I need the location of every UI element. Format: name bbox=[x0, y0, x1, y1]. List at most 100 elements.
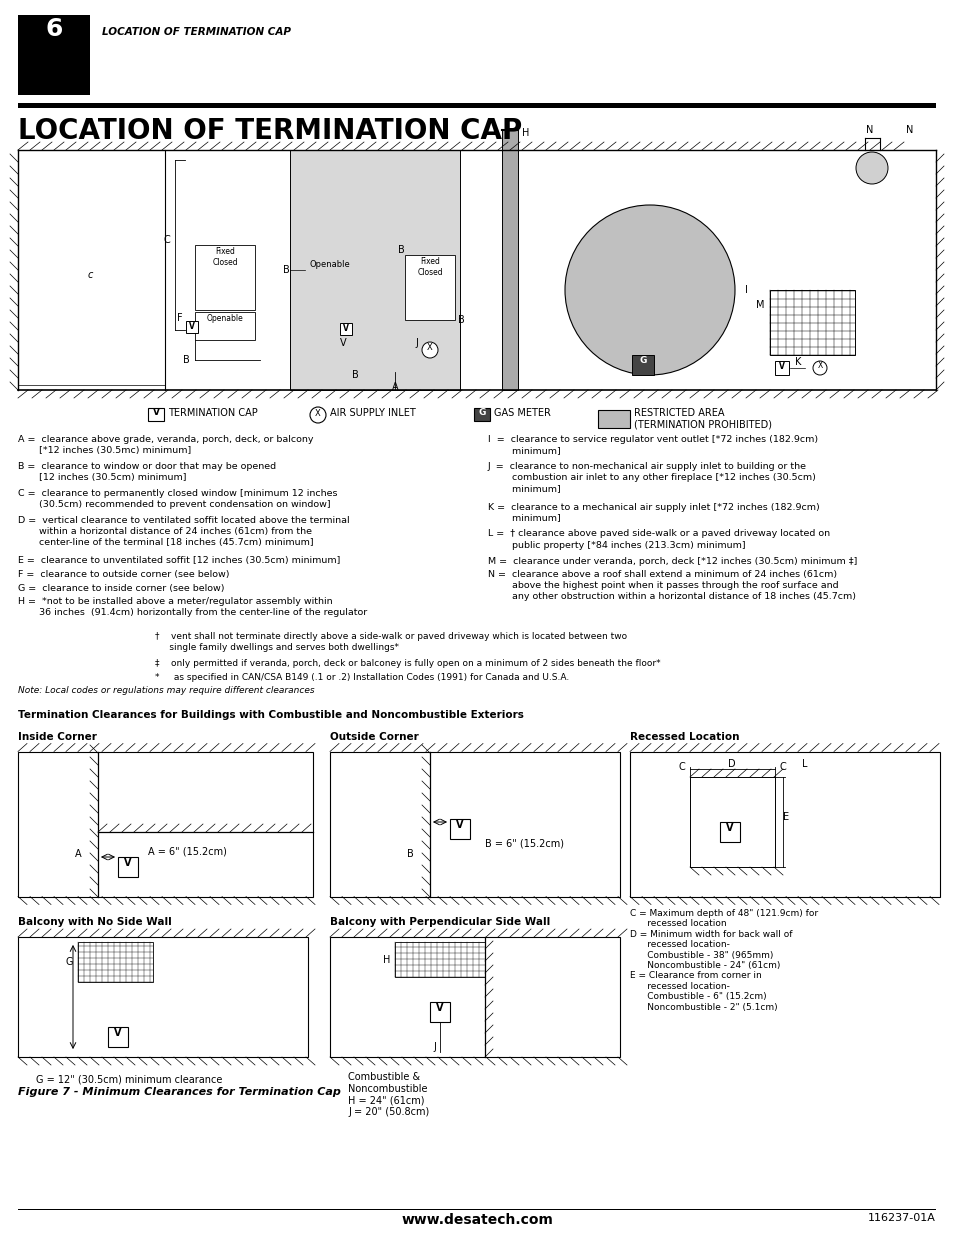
Text: C =  clearance to permanently closed window [minimum 12 inches: C = clearance to permanently closed wind… bbox=[18, 489, 337, 498]
Text: G: G bbox=[66, 957, 73, 967]
Text: X: X bbox=[314, 409, 320, 417]
Text: GAS METER: GAS METER bbox=[494, 408, 550, 417]
Bar bbox=[450, 819, 470, 839]
Text: www.desatech.com: www.desatech.com bbox=[400, 1213, 553, 1228]
Text: Note: Local codes or regulations may require different clearances: Note: Local codes or regulations may req… bbox=[18, 685, 314, 695]
Text: Closed: Closed bbox=[416, 268, 442, 277]
Text: public property [*84 inches (213.3cm) minimum]: public property [*84 inches (213.3cm) mi… bbox=[488, 541, 745, 550]
Text: Balcony with Perpendicular Side Wall: Balcony with Perpendicular Side Wall bbox=[330, 918, 550, 927]
Bar bbox=[774, 361, 788, 375]
Text: G: G bbox=[477, 408, 485, 417]
Text: X: X bbox=[427, 343, 433, 352]
Text: 116237-01A: 116237-01A bbox=[867, 1213, 935, 1223]
Text: V: V bbox=[436, 1003, 443, 1013]
Text: center-line of the terminal [18 inches (45.7cm) minimum]: center-line of the terminal [18 inches (… bbox=[18, 538, 314, 547]
Text: ‡    only permitted if veranda, porch, deck or balconey is fully open on a minim: ‡ only permitted if veranda, porch, deck… bbox=[154, 659, 659, 668]
Text: (30.5cm) recommended to prevent condensation on window]: (30.5cm) recommended to prevent condensa… bbox=[18, 500, 331, 509]
Text: G =  clearance to inside corner (see below): G = clearance to inside corner (see belo… bbox=[18, 583, 224, 593]
Text: single family dwellings and serves both dwellings*: single family dwellings and serves both … bbox=[154, 643, 398, 652]
Text: Termination Clearances for Buildings with Combustible and Noncombustible Exterio: Termination Clearances for Buildings wit… bbox=[18, 709, 523, 720]
Text: LOCATION OF TERMINATION CAP: LOCATION OF TERMINATION CAP bbox=[102, 27, 291, 37]
Bar bbox=[598, 410, 629, 429]
Text: C: C bbox=[163, 235, 170, 245]
Circle shape bbox=[564, 205, 734, 375]
Bar bbox=[330, 937, 619, 1057]
Bar bbox=[18, 103, 935, 107]
Text: E: E bbox=[782, 811, 788, 823]
Text: V: V bbox=[725, 823, 733, 832]
Text: V: V bbox=[456, 820, 463, 830]
Text: Inside Corner: Inside Corner bbox=[18, 731, 97, 741]
Text: A: A bbox=[392, 382, 398, 391]
Text: A = 6" (15.2cm): A = 6" (15.2cm) bbox=[148, 847, 227, 857]
Text: within a horizontal distance of 24 inches (61cm) from the: within a horizontal distance of 24 inche… bbox=[18, 527, 312, 536]
Text: combustion air inlet to any other fireplace [*12 inches (30.5cm): combustion air inlet to any other firepl… bbox=[488, 473, 815, 482]
Text: TERMINATION CAP: TERMINATION CAP bbox=[168, 408, 257, 417]
Bar bbox=[148, 408, 164, 421]
Text: L: L bbox=[801, 760, 807, 769]
Text: LOCATION OF TERMINATION CAP: LOCATION OF TERMINATION CAP bbox=[18, 117, 521, 144]
Text: G: G bbox=[639, 356, 646, 366]
Text: V: V bbox=[779, 362, 784, 370]
Bar bbox=[330, 752, 619, 897]
Text: [12 inches (30.5cm) minimum]: [12 inches (30.5cm) minimum] bbox=[18, 473, 186, 482]
Bar bbox=[78, 942, 152, 982]
Circle shape bbox=[421, 342, 437, 358]
Bar bbox=[474, 408, 490, 421]
Text: B: B bbox=[283, 266, 290, 275]
Text: *     as specified in CAN/CSA B149 (.1 or .2) Installation Codes (1991) for Cana: * as specified in CAN/CSA B149 (.1 or .2… bbox=[154, 673, 569, 682]
Text: Outside Corner: Outside Corner bbox=[330, 731, 418, 741]
Text: C = Maximum depth of 48" (121.9cm) for
      recessed location
D = Minimum width: C = Maximum depth of 48" (121.9cm) for r… bbox=[629, 909, 818, 1011]
Bar bbox=[18, 1209, 935, 1210]
Text: D: D bbox=[727, 760, 735, 769]
Text: Recessed Location: Recessed Location bbox=[629, 731, 739, 741]
Bar bbox=[689, 777, 774, 867]
Text: H: H bbox=[382, 955, 390, 965]
Text: B: B bbox=[406, 848, 413, 860]
Circle shape bbox=[855, 152, 887, 184]
Text: K =  clearance to a mechanical air supply inlet [*72 inches (182.9cm): K = clearance to a mechanical air supply… bbox=[488, 503, 819, 511]
Text: V: V bbox=[124, 858, 132, 868]
Text: 6: 6 bbox=[45, 17, 63, 41]
Text: RESTRICTED AREA
(TERMINATION PROHIBITED): RESTRICTED AREA (TERMINATION PROHIBITED) bbox=[634, 408, 771, 430]
Text: F =  clearance to outside corner (see below): F = clearance to outside corner (see bel… bbox=[18, 571, 230, 579]
Bar bbox=[18, 15, 90, 95]
Circle shape bbox=[310, 408, 326, 424]
Bar bbox=[108, 1028, 128, 1047]
Bar bbox=[18, 752, 313, 897]
Text: A =  clearance above grade, veranda, porch, deck, or balcony: A = clearance above grade, veranda, porc… bbox=[18, 435, 314, 445]
Text: J: J bbox=[415, 338, 417, 348]
Text: H =  *not to be installed above a meter/regulator assembly within: H = *not to be installed above a meter/r… bbox=[18, 597, 333, 606]
Text: C: C bbox=[678, 762, 684, 772]
Bar bbox=[720, 823, 740, 842]
Text: †    vent shall not terminate directly above a side-walk or paved driveway which: † vent shall not terminate directly abov… bbox=[154, 632, 626, 641]
Text: B =  clearance to window or door that may be opened: B = clearance to window or door that may… bbox=[18, 462, 275, 471]
Text: F: F bbox=[177, 312, 183, 324]
Bar bbox=[290, 149, 459, 390]
Text: any other obstruction within a horizontal distance of 18 inches (45.7cm): any other obstruction within a horizonta… bbox=[488, 592, 855, 601]
Text: Balcony with No Side Wall: Balcony with No Side Wall bbox=[18, 918, 172, 927]
Text: B: B bbox=[352, 370, 358, 380]
Bar bbox=[194, 245, 254, 310]
Bar bbox=[395, 942, 484, 977]
Text: Closed: Closed bbox=[212, 258, 237, 267]
Text: minimum]: minimum] bbox=[488, 484, 560, 493]
Bar bbox=[186, 321, 198, 333]
Text: N =  clearance above a roof shall extend a minimum of 24 inches (61cm): N = clearance above a roof shall extend … bbox=[488, 571, 836, 579]
Text: V: V bbox=[152, 408, 159, 417]
Text: G = 12" (30.5cm) minimum clearance: G = 12" (30.5cm) minimum clearance bbox=[36, 1074, 222, 1086]
Text: D =  vertical clearance to ventilated soffit located above the terminal: D = vertical clearance to ventilated sof… bbox=[18, 516, 349, 525]
Bar bbox=[18, 937, 308, 1057]
Text: I  =  clearance to service regulator vent outlet [*72 inches (182.9cm): I = clearance to service regulator vent … bbox=[488, 435, 818, 445]
Text: Fixed: Fixed bbox=[419, 257, 439, 266]
Text: minimum]: minimum] bbox=[488, 446, 560, 454]
Text: V: V bbox=[189, 322, 194, 331]
Bar bbox=[629, 752, 939, 897]
Text: V: V bbox=[114, 1028, 122, 1037]
Text: AIR SUPPLY INLET: AIR SUPPLY INLET bbox=[330, 408, 416, 417]
Text: Openable: Openable bbox=[310, 261, 350, 269]
Text: above the highest point when it passes through the roof surface and: above the highest point when it passes t… bbox=[488, 580, 838, 590]
Bar bbox=[118, 857, 138, 877]
Text: A: A bbox=[74, 848, 81, 860]
Bar bbox=[405, 254, 455, 320]
